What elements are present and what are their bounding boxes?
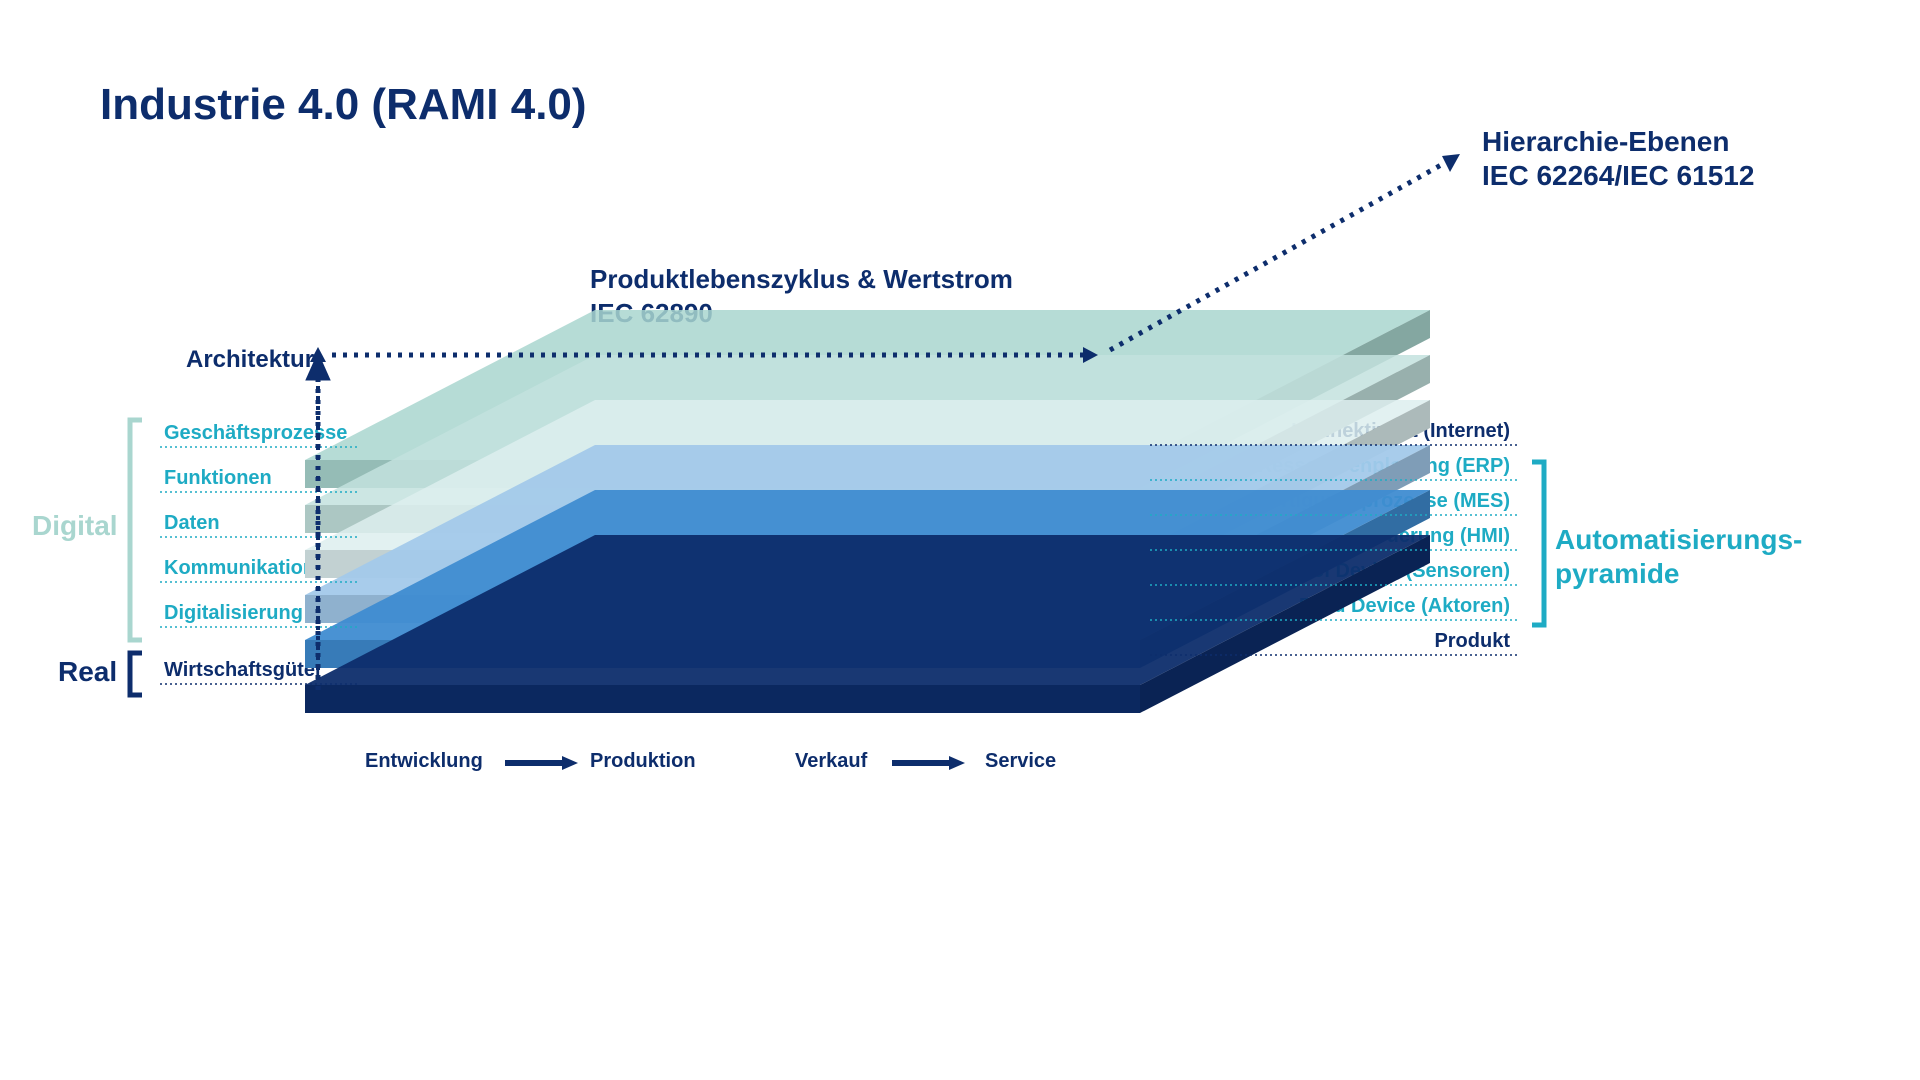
- lifecycle-stage-2: Verkauf: [795, 750, 867, 773]
- layer-front-2: [305, 550, 1140, 578]
- layer-front-1: [305, 505, 1140, 533]
- layer-front-0: [305, 460, 1140, 488]
- layer-label-1: Funktionen: [164, 467, 272, 490]
- hierarchy-label-6: Produkt: [1180, 630, 1510, 653]
- lifecycle-stage-1: Produktion: [590, 750, 696, 773]
- automation-label-line1: Automatisierungs-: [1555, 524, 1802, 556]
- layer-label-2: Daten: [164, 512, 220, 535]
- hierarchy-label-5: Field Device (Aktoren): [1180, 595, 1510, 618]
- layer-label-5: Wirtschaftsgüter: [164, 659, 323, 682]
- layer-label-3: Kommunikation: [164, 557, 315, 580]
- lifecycle-title-line2: IEC 62890: [590, 298, 713, 329]
- lifecycle-stage-3: Service: [985, 750, 1056, 773]
- layer-label-4: Digitalisierung: [164, 602, 303, 625]
- layer-front-4: [305, 640, 1140, 668]
- main-title: Industrie 4.0 (RAMI 4.0): [100, 80, 587, 130]
- hierarchy-title-line2: IEC 62264/IEC 61512: [1482, 160, 1754, 192]
- hierarchy-label-4: Control Device (Sensoren): [1180, 560, 1510, 583]
- hierarchy-label-3: Steuerung (HMI): [1180, 525, 1510, 548]
- digital-bracket-label: Digital: [32, 510, 118, 542]
- hierarchy-title-line1: Hierarchie-Ebenen: [1482, 126, 1729, 158]
- layer-front-5: [305, 685, 1140, 713]
- hierarchy-label-1: Ressourcenplanung (ERP): [1180, 455, 1510, 478]
- layer-label-0: Geschäftsprozesse: [164, 422, 347, 445]
- hierarchy-label-0: Konnektivität (Internet): [1180, 420, 1510, 443]
- lifecycle-stage-0: Entwicklung: [365, 750, 483, 773]
- layer-front-3: [305, 595, 1140, 623]
- lifecycle-title-line1: Produktlebenszyklus & Wertstrom: [590, 264, 1013, 295]
- architecture-label: Architektur: [186, 346, 314, 374]
- hierarchy-label-2: Fertigungsprozesse (MES): [1180, 490, 1510, 513]
- real-bracket-label: Real: [58, 656, 117, 688]
- automation-label-line2: pyramide: [1555, 558, 1680, 590]
